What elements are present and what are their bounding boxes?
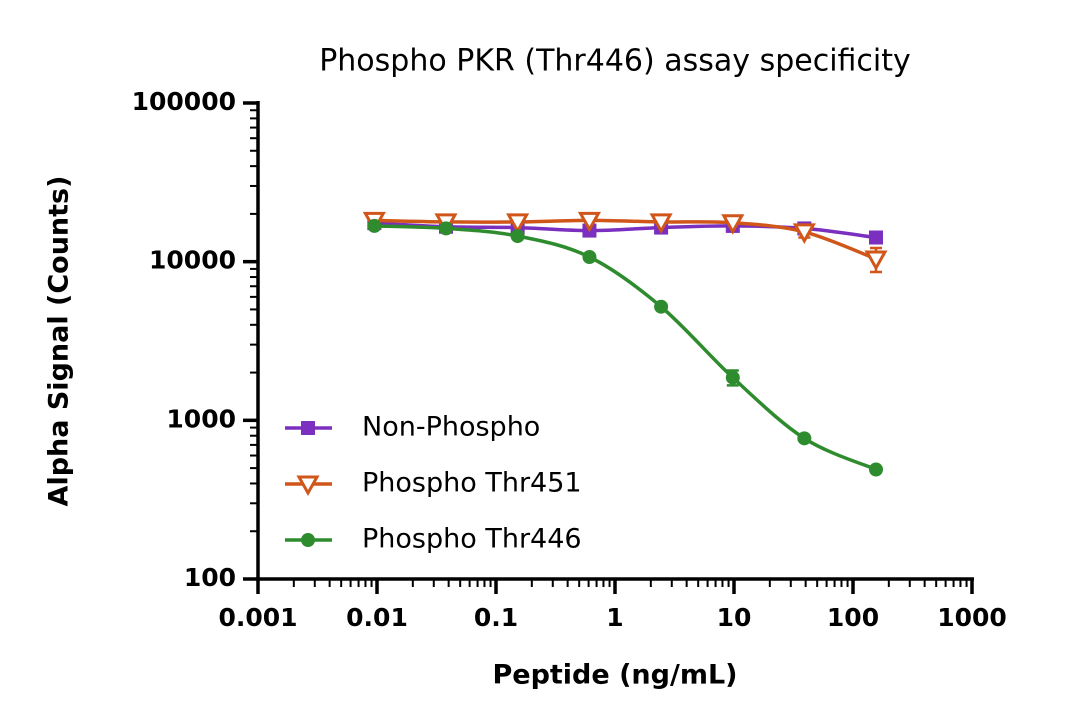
marker (367, 218, 382, 233)
marker (649, 213, 673, 234)
legend-label: Phospho Thr451 (362, 468, 582, 499)
marker (868, 462, 883, 477)
marker (577, 211, 602, 233)
marker (301, 421, 315, 435)
marker (438, 221, 453, 236)
y-tick-label: 1000 (166, 404, 236, 433)
x-tick-label: 0.1 (474, 603, 518, 632)
marker (506, 213, 530, 234)
series-line (374, 224, 877, 472)
legend-label: Phospho Thr446 (362, 524, 582, 555)
marker (792, 223, 816, 244)
y-tick-label: 10000 (149, 246, 236, 275)
x-axis-label: Peptide (ng/mL) (492, 660, 737, 691)
x-tick-label: 0.01 (346, 603, 408, 632)
y-axis-label: Alpha Signal (Counts) (44, 176, 75, 507)
marker (296, 475, 320, 497)
marker (725, 370, 740, 385)
x-tick-label: 100 (827, 603, 879, 632)
x-tick-label: 0.001 (218, 603, 297, 632)
legend-label: Non-Phospho (362, 412, 540, 443)
x-tick-label: 10 (717, 603, 752, 632)
marker (654, 299, 669, 314)
marker (721, 214, 745, 235)
marker (301, 533, 315, 547)
x-tick-label: 1 (606, 603, 623, 632)
x-tick-label: 1000 (937, 603, 1007, 632)
marker (868, 230, 883, 245)
marker (797, 431, 812, 446)
marker (510, 229, 525, 244)
marker (864, 250, 888, 272)
chart-title: Phospho PKR (Thr446) assay specificity (319, 44, 911, 79)
marker (582, 250, 597, 265)
y-tick-label: 100 (184, 563, 236, 592)
y-tick-label: 100000 (132, 87, 236, 116)
